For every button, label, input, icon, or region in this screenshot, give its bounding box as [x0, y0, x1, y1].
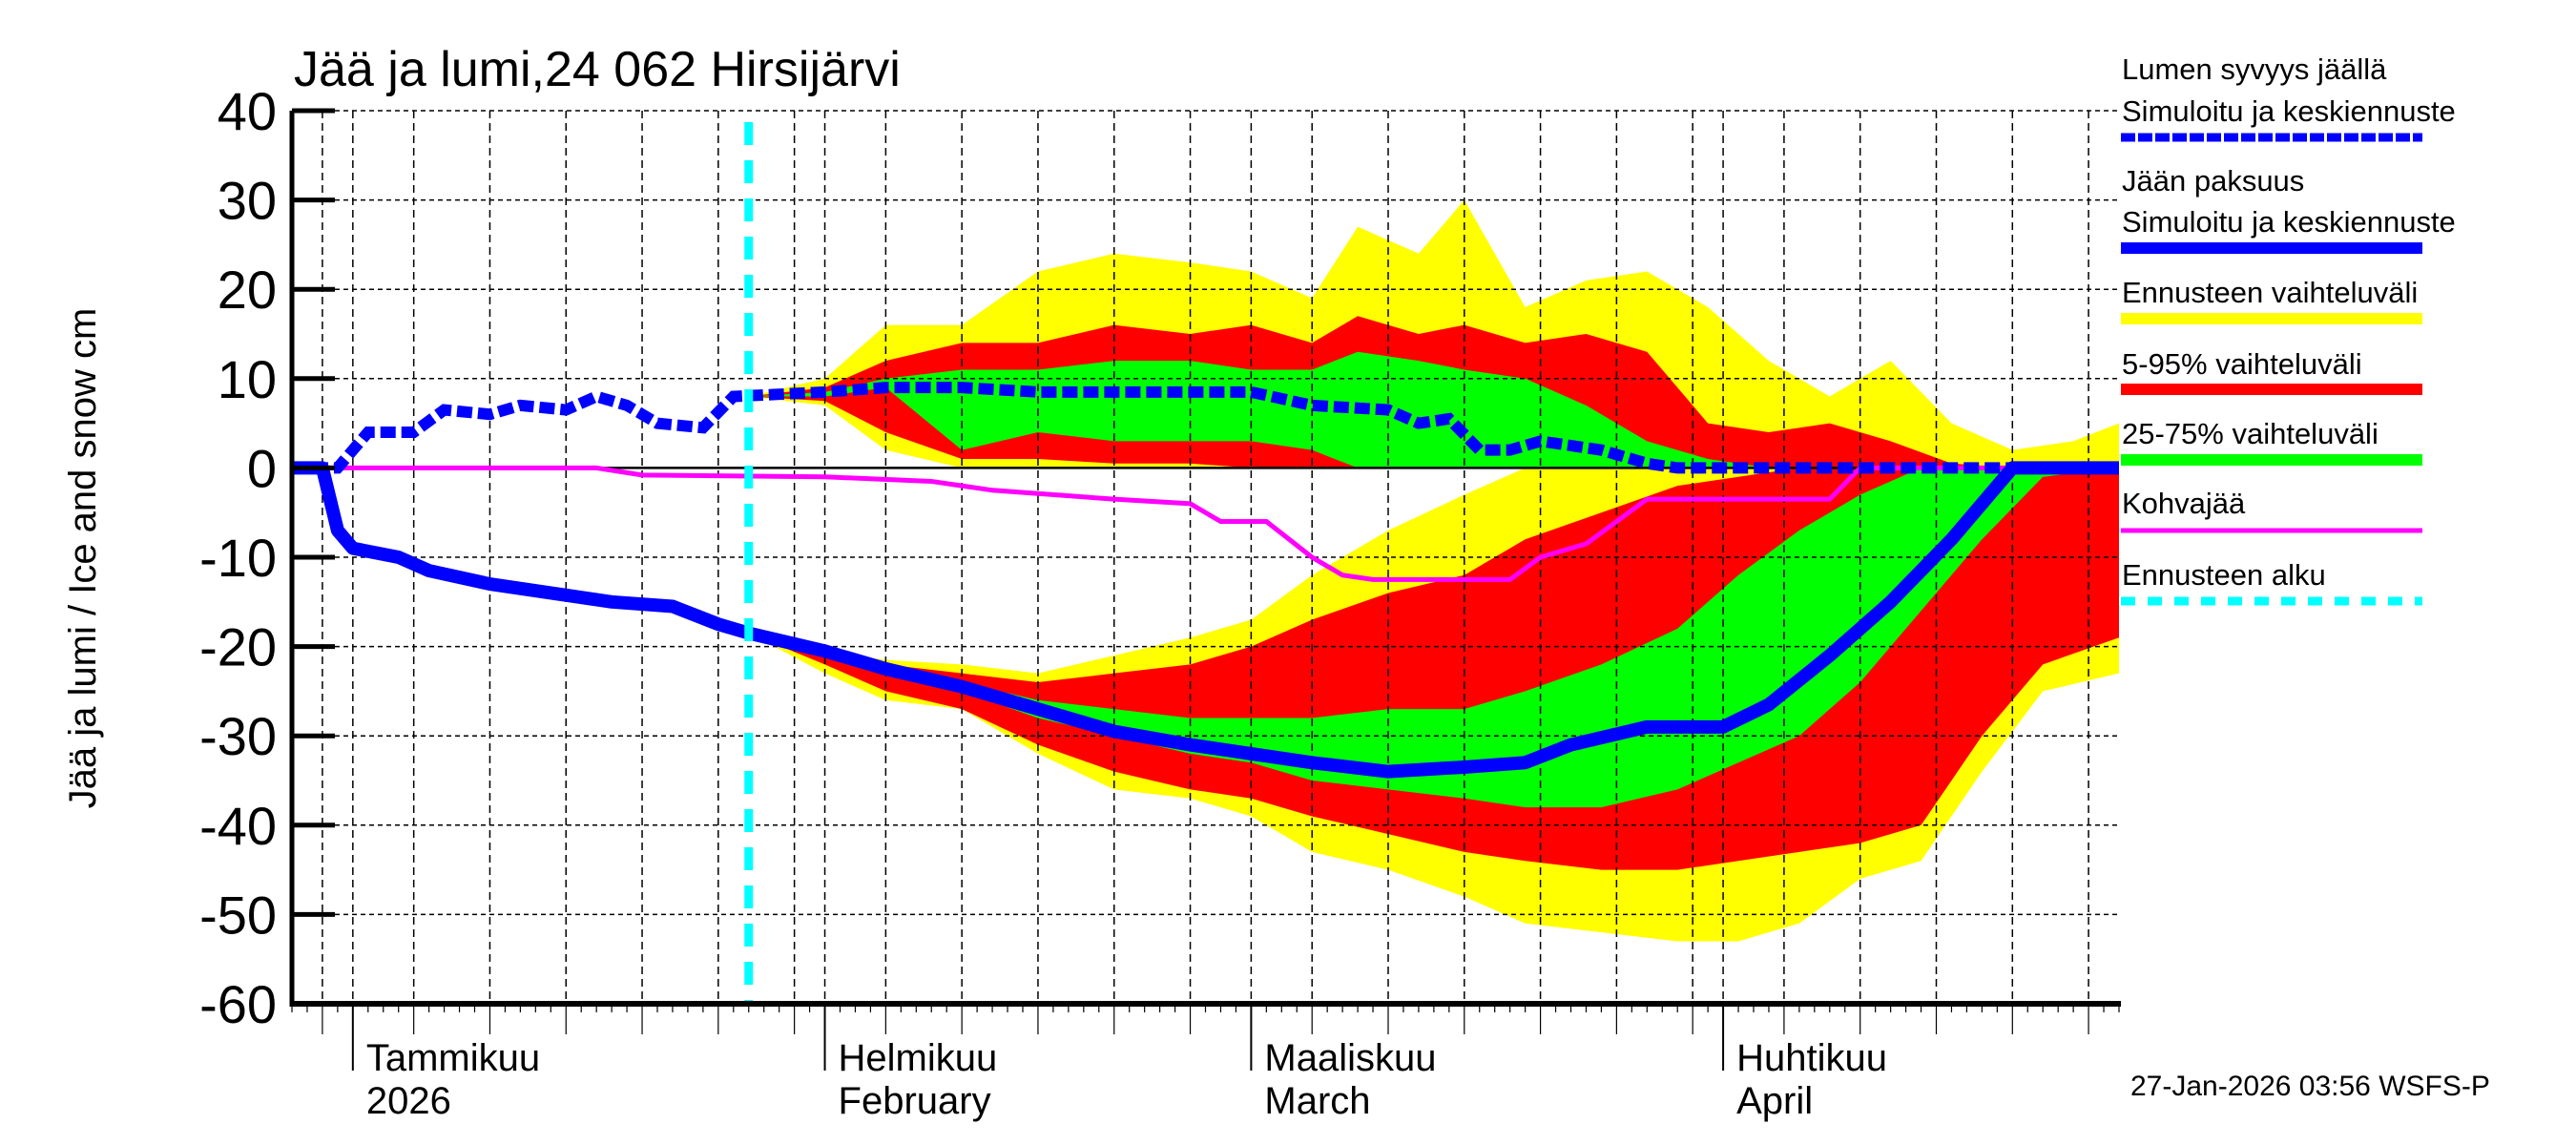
legend-item: Ennusteen alku — [2121, 558, 2422, 606]
legend-item: Jään paksuus Simuloitu ja keskiennuste — [2121, 164, 2456, 254]
snow-depth-line — [292, 382, 2119, 474]
y-axis-label: Jää ja lumi / Ice and snow cm — [62, 308, 104, 809]
y-tick-label: -50 — [199, 885, 277, 945]
y-tick-label: 20 — [218, 260, 277, 320]
month-sublabel: April — [1736, 1080, 1813, 1122]
y-tick-label: -10 — [199, 528, 277, 588]
legend-sublabel: Simuloitu ja keskiennuste — [2122, 205, 2456, 239]
y-tick-label: -20 — [199, 617, 277, 677]
legend-item: Kohvajää — [2121, 487, 2422, 533]
legend-item: 25-75% vaihteluväli — [2121, 417, 2422, 466]
month-sublabel: February — [839, 1080, 991, 1122]
footer-timestamp: 27-Jan-2026 03:56 WSFS-P — [2130, 1071, 2490, 1102]
slush-ice-line — [292, 465, 2119, 582]
y-tick-label: -30 — [199, 706, 277, 766]
ice-thickness-line — [292, 461, 2119, 779]
y-tick-label: 40 — [218, 81, 277, 141]
month-sublabel: March — [1264, 1080, 1370, 1122]
legend: Lumen syvyys jäällä Simuloitu ja keskienn… — [2121, 52, 2456, 606]
legend-item: Ennusteen vaihteluväli — [2121, 276, 2422, 324]
legend-label: 25-75% vaihteluväli — [2122, 417, 2379, 450]
month-label: Huhtikuu — [1736, 1037, 1887, 1079]
month-label: Maaliskuu — [1264, 1037, 1436, 1079]
y-tick-label: 10 — [218, 349, 277, 409]
legend-sublabel: Simuloitu ja keskiennuste — [2122, 94, 2456, 128]
legend-item: Lumen syvyys jäällä Simuloitu ja keskienn… — [2121, 52, 2456, 142]
series-lines — [292, 122, 2119, 1004]
legend-label: Jään paksuus — [2122, 164, 2304, 198]
chart-title: Jää ja lumi,24 062 Hirsijärvi — [294, 42, 901, 97]
month-sublabel: 2026 — [366, 1080, 451, 1122]
snow-25-75-band — [748, 351, 2119, 468]
legend-label: Ennusteen alku — [2122, 558, 2326, 592]
legend-item: 5-95% vaihteluväli — [2121, 347, 2422, 395]
y-tick-label: 0 — [247, 438, 277, 498]
legend-label: Ennusteen vaihteluväli — [2122, 276, 2418, 309]
legend-label: Lumen syvyys jäällä — [2122, 52, 2387, 86]
y-tick-label: 30 — [218, 171, 277, 231]
legend-label: 5-95% vaihteluväli — [2122, 347, 2362, 381]
legend-label: Kohvajää — [2122, 487, 2246, 520]
y-tick-label: -60 — [199, 974, 277, 1034]
month-label: Helmikuu — [839, 1037, 998, 1079]
y-tick-label: -40 — [199, 796, 277, 856]
month-label: Tammikuu — [366, 1037, 540, 1079]
